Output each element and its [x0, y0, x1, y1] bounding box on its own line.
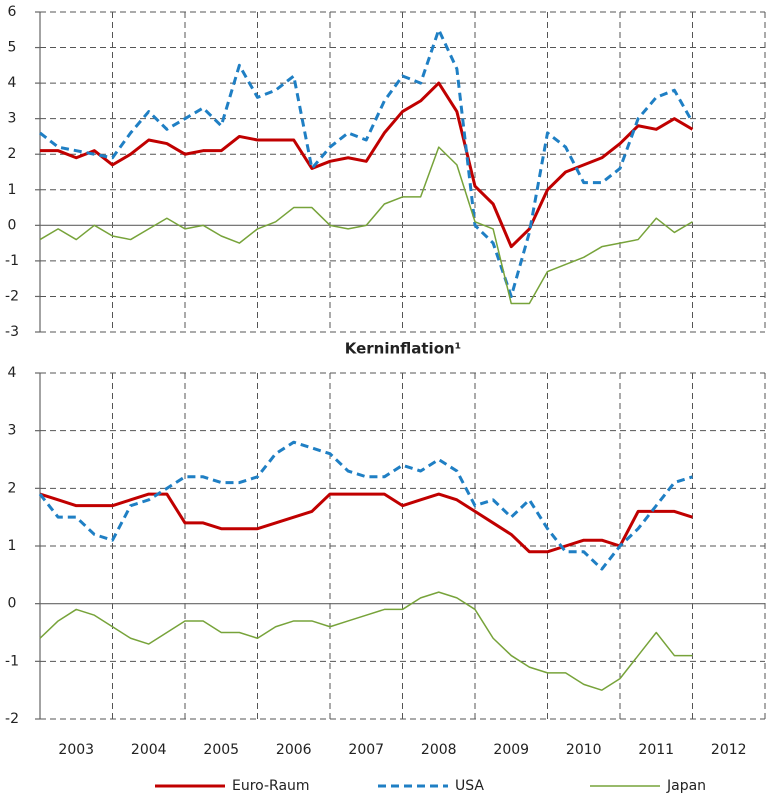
- y-tick-label: 4: [8, 365, 17, 381]
- y-tick-label: 2: [8, 146, 17, 162]
- y-tick-label: 3: [8, 423, 17, 439]
- x-tick-label: 2010: [566, 742, 602, 758]
- series-line: [39, 492, 693, 554]
- legend-label: Euro-Raum: [232, 778, 310, 794]
- y-tick-label: 1: [8, 182, 17, 198]
- series-line: [40, 81, 694, 249]
- y-tick-label: 4: [8, 75, 17, 91]
- y-tick-label: 6: [8, 4, 17, 20]
- y-tick-label: -1: [5, 253, 19, 269]
- series-line: [39, 146, 693, 305]
- x-tick-label: 2011: [638, 742, 674, 758]
- legend-label: USA: [455, 778, 484, 794]
- legend-label: Japan: [666, 778, 706, 794]
- x-tick-label: 2003: [58, 742, 94, 758]
- x-tick-label: 2004: [131, 742, 167, 758]
- y-tick-label: 1: [8, 538, 17, 554]
- y-tick-label: -2: [5, 288, 19, 304]
- series-line: [39, 591, 693, 691]
- x-tick-label: 2006: [276, 742, 312, 758]
- y-tick-label: -1: [5, 653, 19, 669]
- y-tick-label: 5: [8, 40, 17, 56]
- x-tick-label: 2008: [421, 742, 457, 758]
- x-tick-label: 2005: [203, 742, 239, 758]
- y-tick-label: -2: [5, 711, 19, 727]
- y-tick-label: 0: [8, 217, 17, 233]
- y-tick-label: 2: [8, 480, 17, 496]
- y-tick-label: 3: [8, 111, 17, 127]
- x-tick-label: 2009: [493, 742, 529, 758]
- series-line: [39, 28, 694, 298]
- x-tick-label: 2012: [711, 742, 747, 758]
- y-tick-label: 0: [8, 596, 17, 612]
- chart-title: Kerninflation¹: [345, 340, 462, 358]
- x-tick-label: 2007: [348, 742, 384, 758]
- y-tick-label: -3: [5, 324, 19, 340]
- series-line: [38, 440, 693, 571]
